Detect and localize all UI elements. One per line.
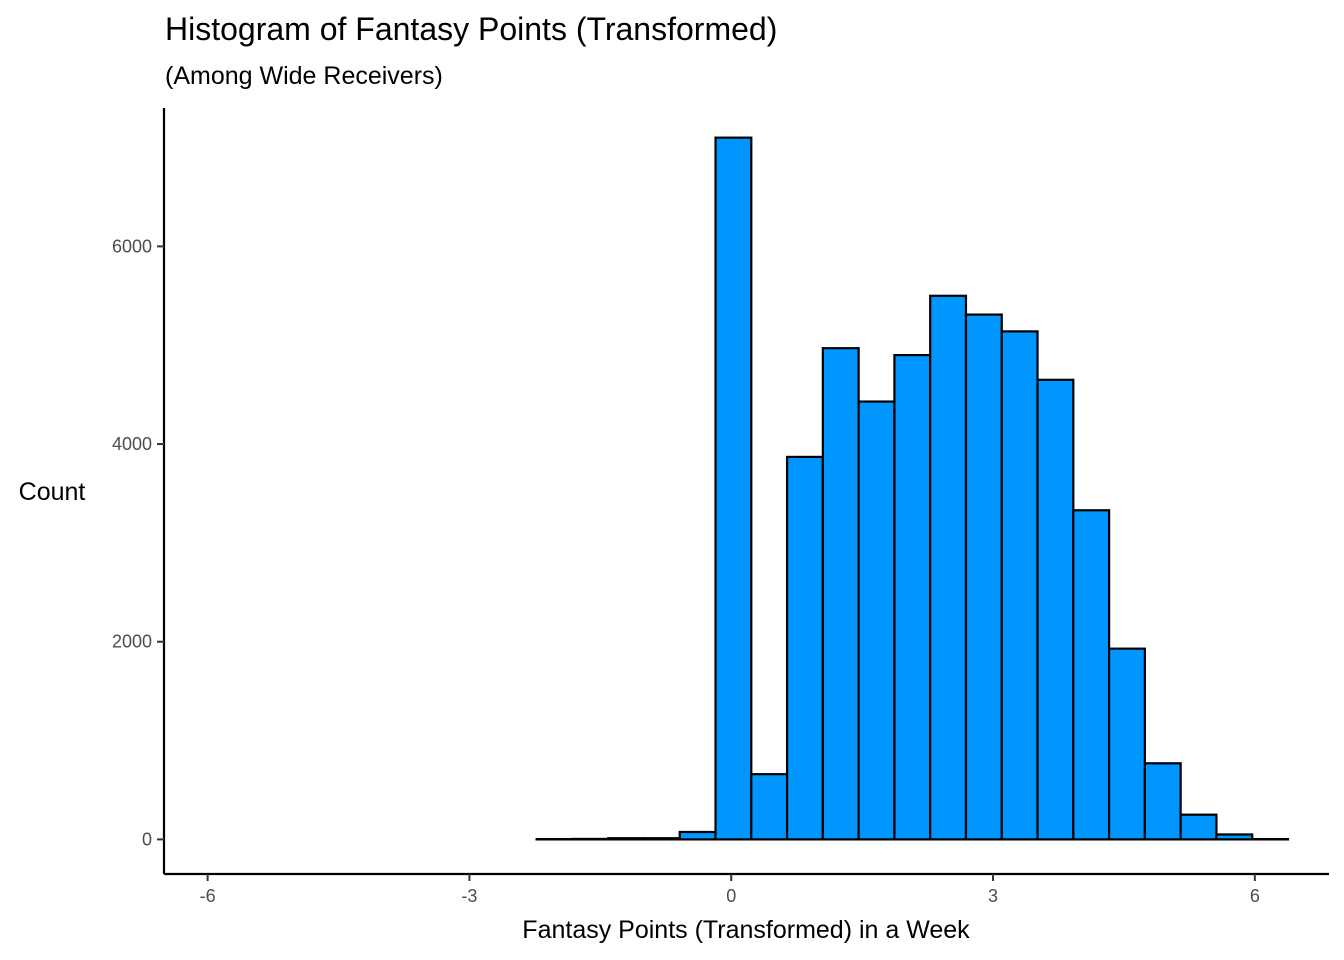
x-tick-label-4: 6: [1250, 886, 1260, 906]
x-tick-label-0: -6: [200, 886, 216, 906]
bars-group: [535, 136, 1290, 841]
y-tick-label-1: 2000: [112, 632, 152, 652]
histogram-bar-19: [893, 354, 932, 841]
histogram-bar-23: [1036, 378, 1075, 841]
histogram-bar-18: [857, 400, 896, 841]
histogram-bar-24: [1072, 509, 1111, 841]
x-ticks-group: -6 -3 0 3 6: [200, 874, 1260, 906]
histogram-bar-26: [1143, 762, 1182, 841]
y-tick-label-0: 0: [142, 829, 152, 849]
histogram-bar-17: [821, 347, 860, 841]
x-tick-label-1: -3: [461, 886, 477, 906]
histogram-bar-12: [642, 837, 681, 841]
histogram-bar-16: [785, 455, 824, 841]
histogram-bar-13: [678, 830, 717, 841]
x-tick-label-3: 3: [988, 886, 998, 906]
chart-title: Histogram of Fantasy Points (Transformed…: [165, 11, 777, 47]
histogram-bar-11: [607, 837, 646, 841]
histogram-bar-25: [1107, 647, 1146, 841]
histogram-bar-27: [1179, 813, 1218, 841]
y-ticks-group: 0 2000 4000 6000: [112, 236, 164, 849]
histogram-bar-20: [929, 294, 968, 841]
histogram-bar-28: [1215, 833, 1254, 841]
histogram-bar-21: [964, 313, 1003, 841]
y-axis-label: Count: [19, 478, 86, 506]
y-tick-label-2: 4000: [112, 434, 152, 454]
chart-subtitle: (Among Wide Receivers): [165, 62, 443, 90]
histogram-bar-22: [1000, 330, 1039, 841]
histogram-bar-14: [714, 136, 753, 841]
y-tick-label-3: 6000: [112, 236, 152, 256]
histogram-bar-15: [750, 773, 789, 841]
x-axis-label: Fantasy Points (Transformed) in a Week: [522, 916, 970, 944]
x-tick-label-2: 0: [726, 886, 736, 906]
